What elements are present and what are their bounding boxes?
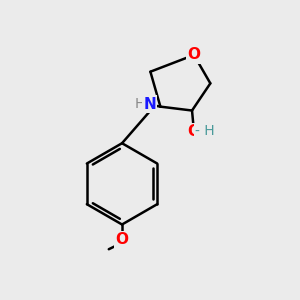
Text: O: O [187,124,200,139]
Text: - H: - H [195,124,214,138]
Text: O: O [116,232,128,247]
Text: O: O [188,47,200,62]
Text: N: N [143,97,156,112]
Text: H: H [135,97,145,111]
